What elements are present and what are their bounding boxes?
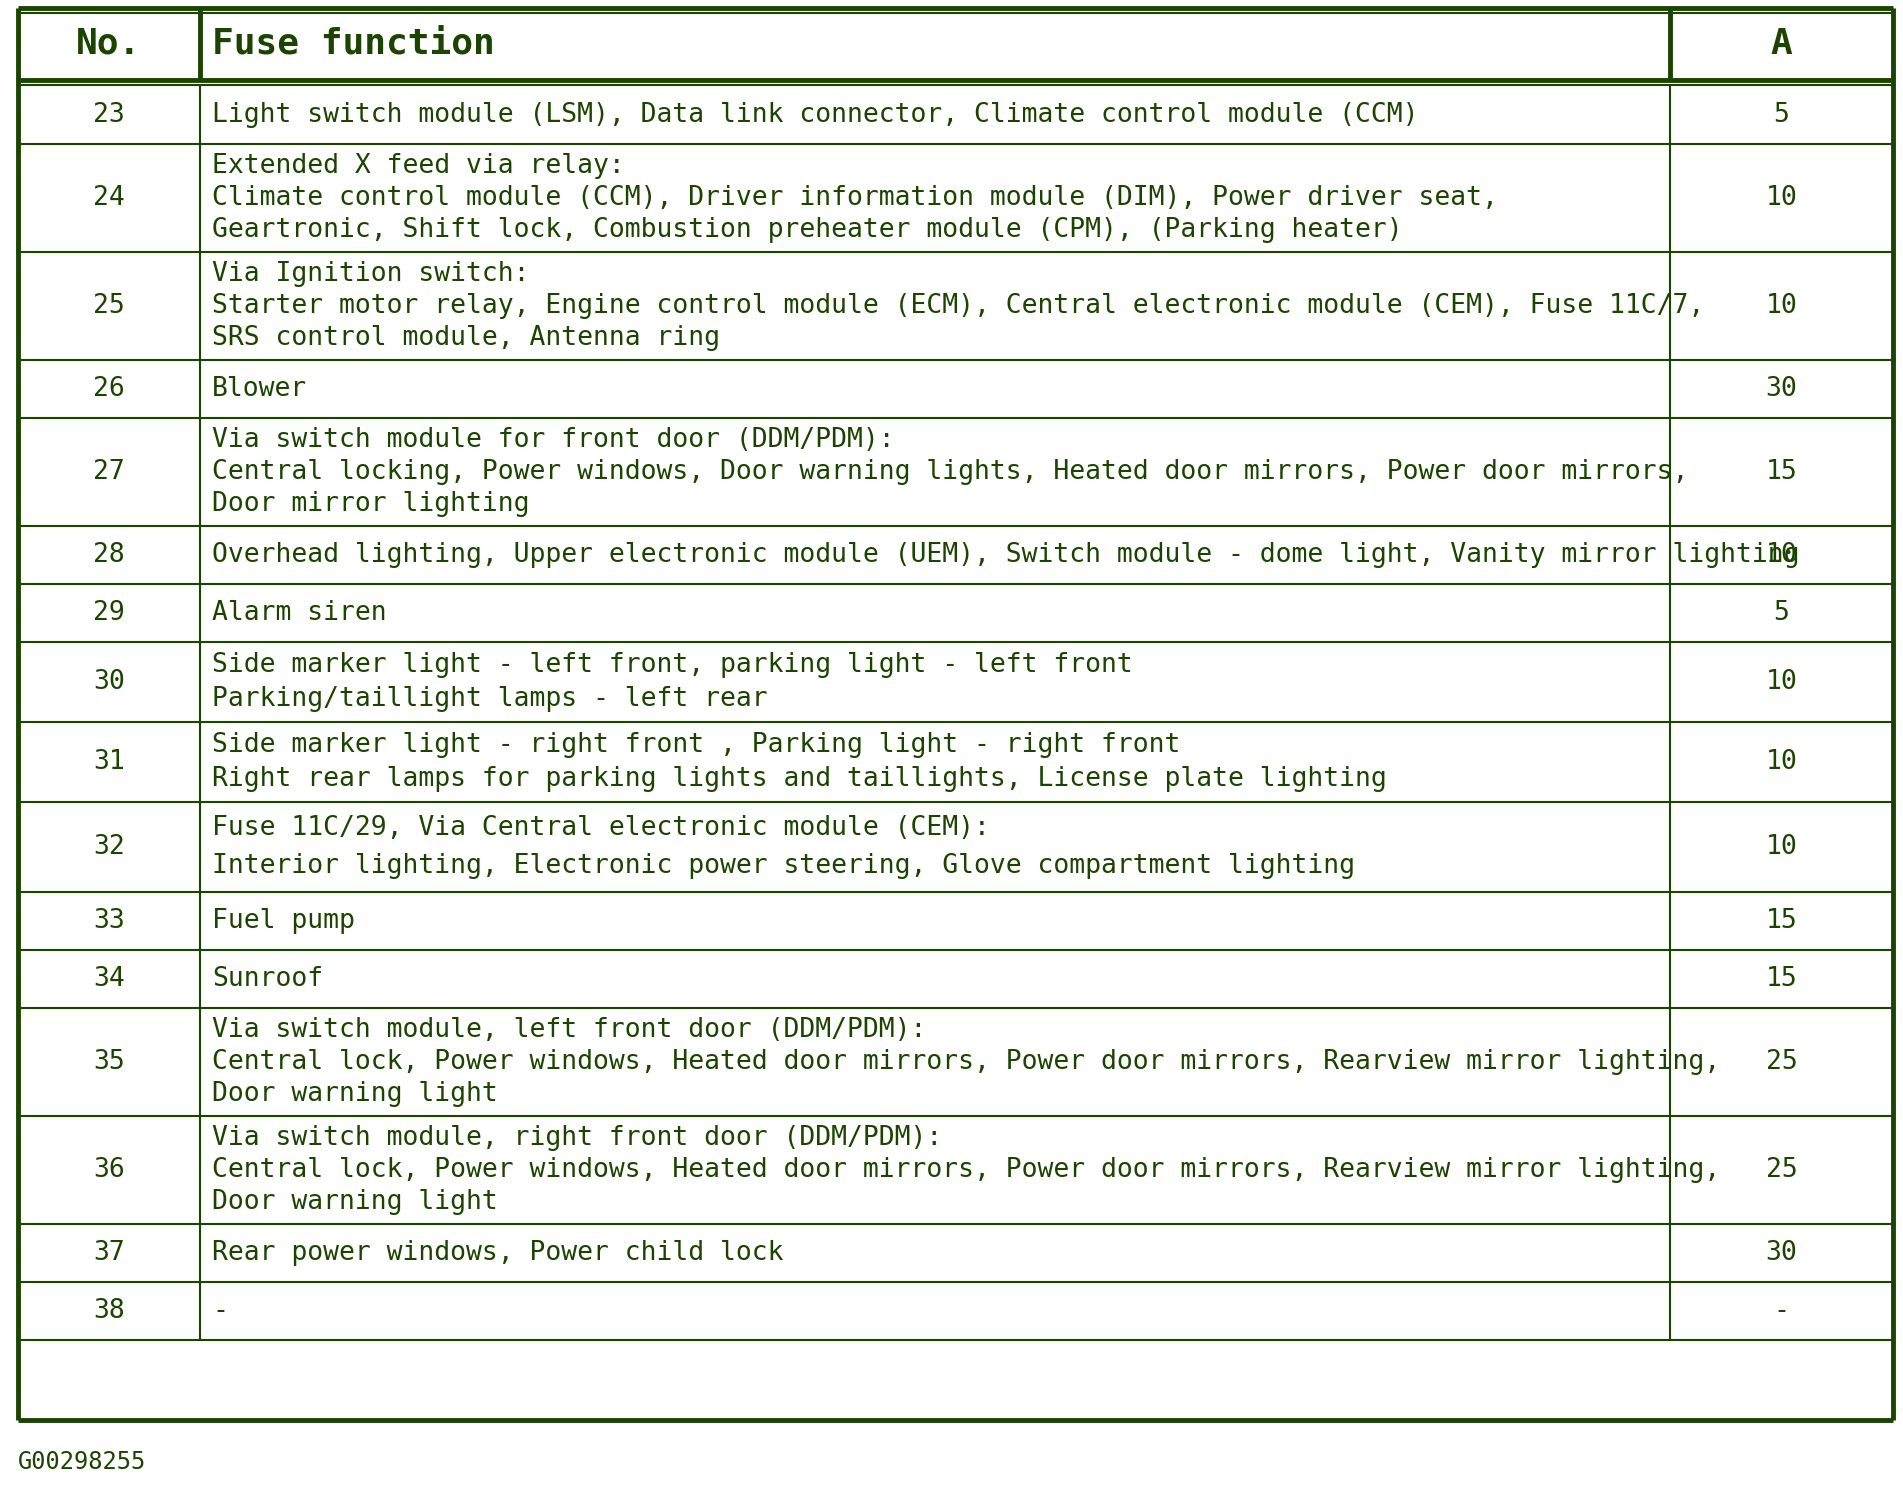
Text: 10: 10 — [1766, 833, 1796, 860]
Text: Light switch module (LSM), Data link connector, Climate control module (CCM): Light switch module (LSM), Data link con… — [211, 101, 1418, 128]
Text: Climate control module (CCM), Driver information module (DIM), Power driver seat: Climate control module (CCM), Driver inf… — [211, 185, 1498, 212]
Text: 26: 26 — [93, 376, 126, 403]
Text: A: A — [1770, 27, 1793, 61]
Text: 29: 29 — [93, 599, 126, 626]
Text: 5: 5 — [1774, 599, 1789, 626]
Text: 15: 15 — [1766, 459, 1796, 485]
Text: Fuel pump: Fuel pump — [211, 908, 354, 933]
Text: 30: 30 — [93, 669, 126, 695]
Text: 25: 25 — [1766, 1050, 1796, 1075]
Text: 10: 10 — [1766, 669, 1796, 695]
Text: SRS control module, Antenna ring: SRS control module, Antenna ring — [211, 325, 719, 350]
Text: 30: 30 — [1766, 1241, 1796, 1266]
Text: 32: 32 — [93, 833, 126, 860]
Text: Door warning light: Door warning light — [211, 1081, 499, 1106]
Text: Overhead lighting, Upper electronic module (UEM), Switch module - dome light, Va: Overhead lighting, Upper electronic modu… — [211, 543, 1800, 568]
Text: Rear power windows, Power child lock: Rear power windows, Power child lock — [211, 1241, 784, 1266]
Text: 23: 23 — [93, 101, 126, 128]
Text: 27: 27 — [93, 459, 126, 485]
Text: 33: 33 — [93, 908, 126, 933]
Text: Extended X feed via relay:: Extended X feed via relay: — [211, 154, 624, 179]
Text: 5: 5 — [1774, 101, 1789, 128]
Text: Parking/taillight lamps - left rear: Parking/taillight lamps - left rear — [211, 686, 767, 711]
Text: Central lock, Power windows, Heated door mirrors, Power door mirrors, Rearview m: Central lock, Power windows, Heated door… — [211, 1050, 1720, 1075]
Text: Starter motor relay, Engine control module (ECM), Central electronic module (CEM: Starter motor relay, Engine control modu… — [211, 294, 1705, 319]
Text: Via switch module, right front door (DDM/PDM):: Via switch module, right front door (DDM… — [211, 1126, 942, 1151]
Text: Central lock, Power windows, Heated door mirrors, Power door mirrors, Rearview m: Central lock, Power windows, Heated door… — [211, 1157, 1720, 1182]
Text: Via switch module for front door (DDM/PDM):: Via switch module for front door (DDM/PD… — [211, 428, 894, 453]
Text: Right rear lamps for parking lights and taillights, License plate lighting: Right rear lamps for parking lights and … — [211, 766, 1387, 792]
Text: 36: 36 — [93, 1157, 126, 1182]
Text: 24: 24 — [93, 185, 126, 212]
Text: Fuse function: Fuse function — [211, 27, 495, 61]
Text: Central locking, Power windows, Door warning lights, Heated door mirrors, Power : Central locking, Power windows, Door war… — [211, 459, 1688, 485]
Text: -: - — [1774, 1299, 1789, 1324]
Text: -: - — [211, 1299, 228, 1324]
Text: 34: 34 — [93, 966, 126, 992]
Text: 31: 31 — [93, 748, 126, 775]
Text: 25: 25 — [93, 294, 126, 319]
Text: Via switch module, left front door (DDM/PDM):: Via switch module, left front door (DDM/… — [211, 1017, 927, 1044]
Text: 35: 35 — [93, 1050, 126, 1075]
Text: 10: 10 — [1766, 543, 1796, 568]
Text: 37: 37 — [93, 1241, 126, 1266]
Text: 10: 10 — [1766, 294, 1796, 319]
Text: 15: 15 — [1766, 908, 1796, 933]
Text: Side marker light - right front , Parking light - right front: Side marker light - right front , Parkin… — [211, 732, 1180, 759]
Text: 28: 28 — [93, 543, 126, 568]
Text: Door mirror lighting: Door mirror lighting — [211, 491, 529, 517]
Text: Via Ignition switch:: Via Ignition switch: — [211, 261, 529, 288]
Text: Sunroof: Sunroof — [211, 966, 324, 992]
Text: No.: No. — [76, 27, 141, 61]
Text: 38: 38 — [93, 1299, 126, 1324]
Text: Side marker light - left front, parking light - left front: Side marker light - left front, parking … — [211, 653, 1132, 678]
Text: 30: 30 — [1766, 376, 1796, 403]
Text: Alarm siren: Alarm siren — [211, 599, 386, 626]
Text: Blower: Blower — [211, 376, 306, 403]
Text: 10: 10 — [1766, 748, 1796, 775]
Text: Door warning light: Door warning light — [211, 1188, 499, 1215]
Text: Fuse 11C/29, Via Central electronic module (CEM):: Fuse 11C/29, Via Central electronic modu… — [211, 816, 990, 841]
Text: 25: 25 — [1766, 1157, 1796, 1182]
Text: G00298255: G00298255 — [17, 1451, 147, 1475]
Text: 15: 15 — [1766, 966, 1796, 992]
Text: Interior lighting, Electronic power steering, Glove compartment lighting: Interior lighting, Electronic power stee… — [211, 853, 1355, 878]
Text: Geartronic, Shift lock, Combustion preheater module (CPM), (Parking heater): Geartronic, Shift lock, Combustion prehe… — [211, 216, 1403, 243]
Text: 10: 10 — [1766, 185, 1796, 212]
